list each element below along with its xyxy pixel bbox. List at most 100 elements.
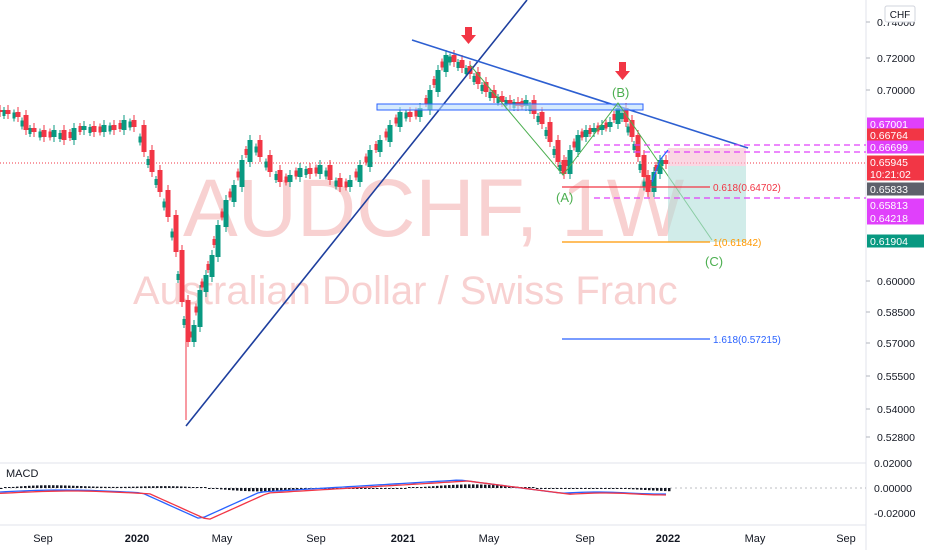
fib-1-label: 1(0.61842) [713,238,761,249]
candle [384,128,388,141]
candle [555,135,561,167]
candle [632,141,636,153]
price-badge[interactable]: 0.64218 [867,211,924,226]
macd-bar [636,488,639,490]
macd-bar [164,486,167,488]
target-zone[interactable] [668,166,746,242]
macd-bar [440,485,443,488]
macd-bar [136,486,139,488]
time-tick: Sep [836,533,856,545]
neckline-zone[interactable] [376,103,644,111]
macd-bar [28,485,31,488]
macd-bar [40,485,43,488]
macd-bar [508,486,511,488]
macd-bar [144,486,147,488]
price-tick: 0.60000 [877,276,915,288]
price-badge[interactable]: 0.65833 [867,182,924,197]
candle [567,145,573,179]
candle [101,120,107,137]
candle [357,160,363,187]
time-axis[interactable]: Sep 2020 May Sep 2021 May Sep 2022 May Sep [33,533,856,545]
candle [354,168,358,181]
candle [645,170,651,197]
candle [118,120,122,132]
price-badge-text: 0.67001 [870,119,908,131]
macd-bar [664,488,667,492]
price-badge[interactable]: 10:21:02 [867,167,924,182]
macd-bar [480,484,483,488]
candle [20,117,24,130]
macd-bar [624,488,627,489]
macd-bar [20,486,23,488]
candle [642,178,646,191]
macd-bar [44,485,47,488]
macd-bar [368,488,371,489]
candle [635,130,641,162]
candle [170,228,174,241]
macd-bar [612,488,615,489]
macd-bar [356,488,359,489]
macd-bar [212,488,215,489]
macd-bar [280,488,283,491]
candle [483,77,489,97]
macd-bar [468,484,471,488]
rising-trendline[interactable] [185,0,528,427]
macd-bar [60,485,63,488]
candle [215,220,221,262]
projection-line[interactable] [651,149,669,183]
macd-tick: 0.00000 [874,483,912,495]
macd-bar [4,487,7,488]
candle [91,121,97,137]
candle [179,245,185,307]
candle [257,135,263,162]
candle [317,160,323,179]
price-axis[interactable]: 0.740000.720000.700000.600000.585000.570… [866,17,915,444]
macd-bar [396,488,399,489]
price-badge-text: 0.66699 [870,142,908,154]
price-badge[interactable]: 0.65813 [867,198,924,213]
price-badge[interactable]: 0.66764 [867,128,924,143]
macd-bar [628,488,631,490]
macd-bar [576,488,579,489]
macd-bar [264,488,267,492]
macd-bar [464,484,467,488]
macd-bar [616,488,619,489]
candle [588,125,592,137]
candle [236,168,240,181]
macd-bar [632,488,635,490]
time-tick: May [479,533,500,545]
macd-bar [448,485,451,488]
macd-bar [472,484,475,488]
candle [488,89,492,101]
candle [607,117,613,132]
currency-badge[interactable] [884,5,916,23]
macd-bar [232,488,235,491]
macd-bar [504,485,507,488]
candle [304,166,308,178]
stop-zone[interactable] [668,148,746,166]
macd-bar [152,486,155,488]
candle [267,150,273,177]
price-badge[interactable]: 0.61904 [867,234,924,249]
macd-axis[interactable]: 0.02000 0.00000 -0.02000 [874,458,916,520]
candle [223,195,229,232]
macd-bar [284,488,287,491]
wave-path[interactable] [469,64,713,241]
candle [561,155,567,179]
candle [287,170,293,187]
time-tick: Sep [33,533,53,545]
price-badge[interactable]: 0.65945 [867,155,924,170]
candle [344,178,348,191]
price-badge[interactable]: 0.67001 [867,117,924,132]
macd-bar [84,486,87,488]
macd-bar [100,486,103,488]
price-badge[interactable]: 0.66699 [867,140,924,155]
time-tick: May [745,533,766,545]
macd-bar [604,488,607,489]
candle [141,120,147,157]
macd-bar [168,486,171,488]
macd-bar [400,488,403,489]
macd-bar [204,487,207,488]
falling-trendline[interactable] [411,39,749,149]
